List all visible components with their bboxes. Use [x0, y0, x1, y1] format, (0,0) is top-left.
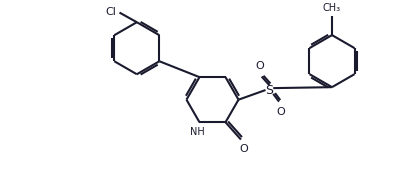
Text: O: O	[240, 144, 248, 154]
Text: O: O	[277, 107, 285, 117]
Text: Cl: Cl	[106, 7, 117, 17]
Text: CH₃: CH₃	[323, 3, 341, 13]
Text: S: S	[265, 84, 273, 97]
Text: NH: NH	[190, 127, 205, 137]
Text: O: O	[256, 61, 264, 71]
